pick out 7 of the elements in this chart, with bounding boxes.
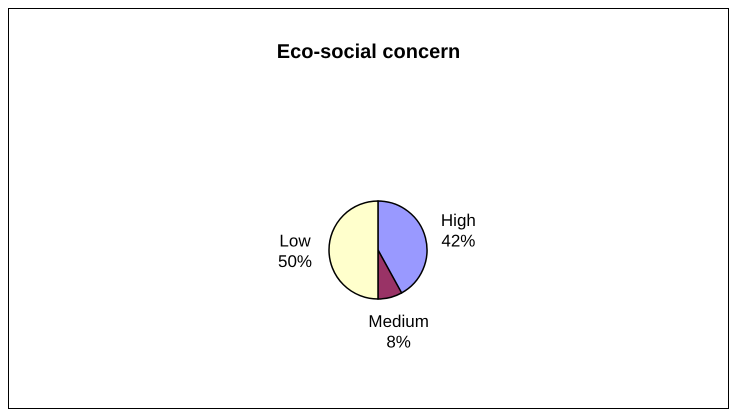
- slice-label: Medium: [368, 312, 429, 331]
- slice-label: Low: [279, 232, 312, 251]
- slice-label: High: [440, 210, 476, 230]
- chart-title: Eco-social concern: [276, 41, 460, 63]
- data-label: 50%: [278, 252, 312, 271]
- data-label: 8%: [386, 332, 411, 352]
- data-label: 42%: [441, 231, 476, 250]
